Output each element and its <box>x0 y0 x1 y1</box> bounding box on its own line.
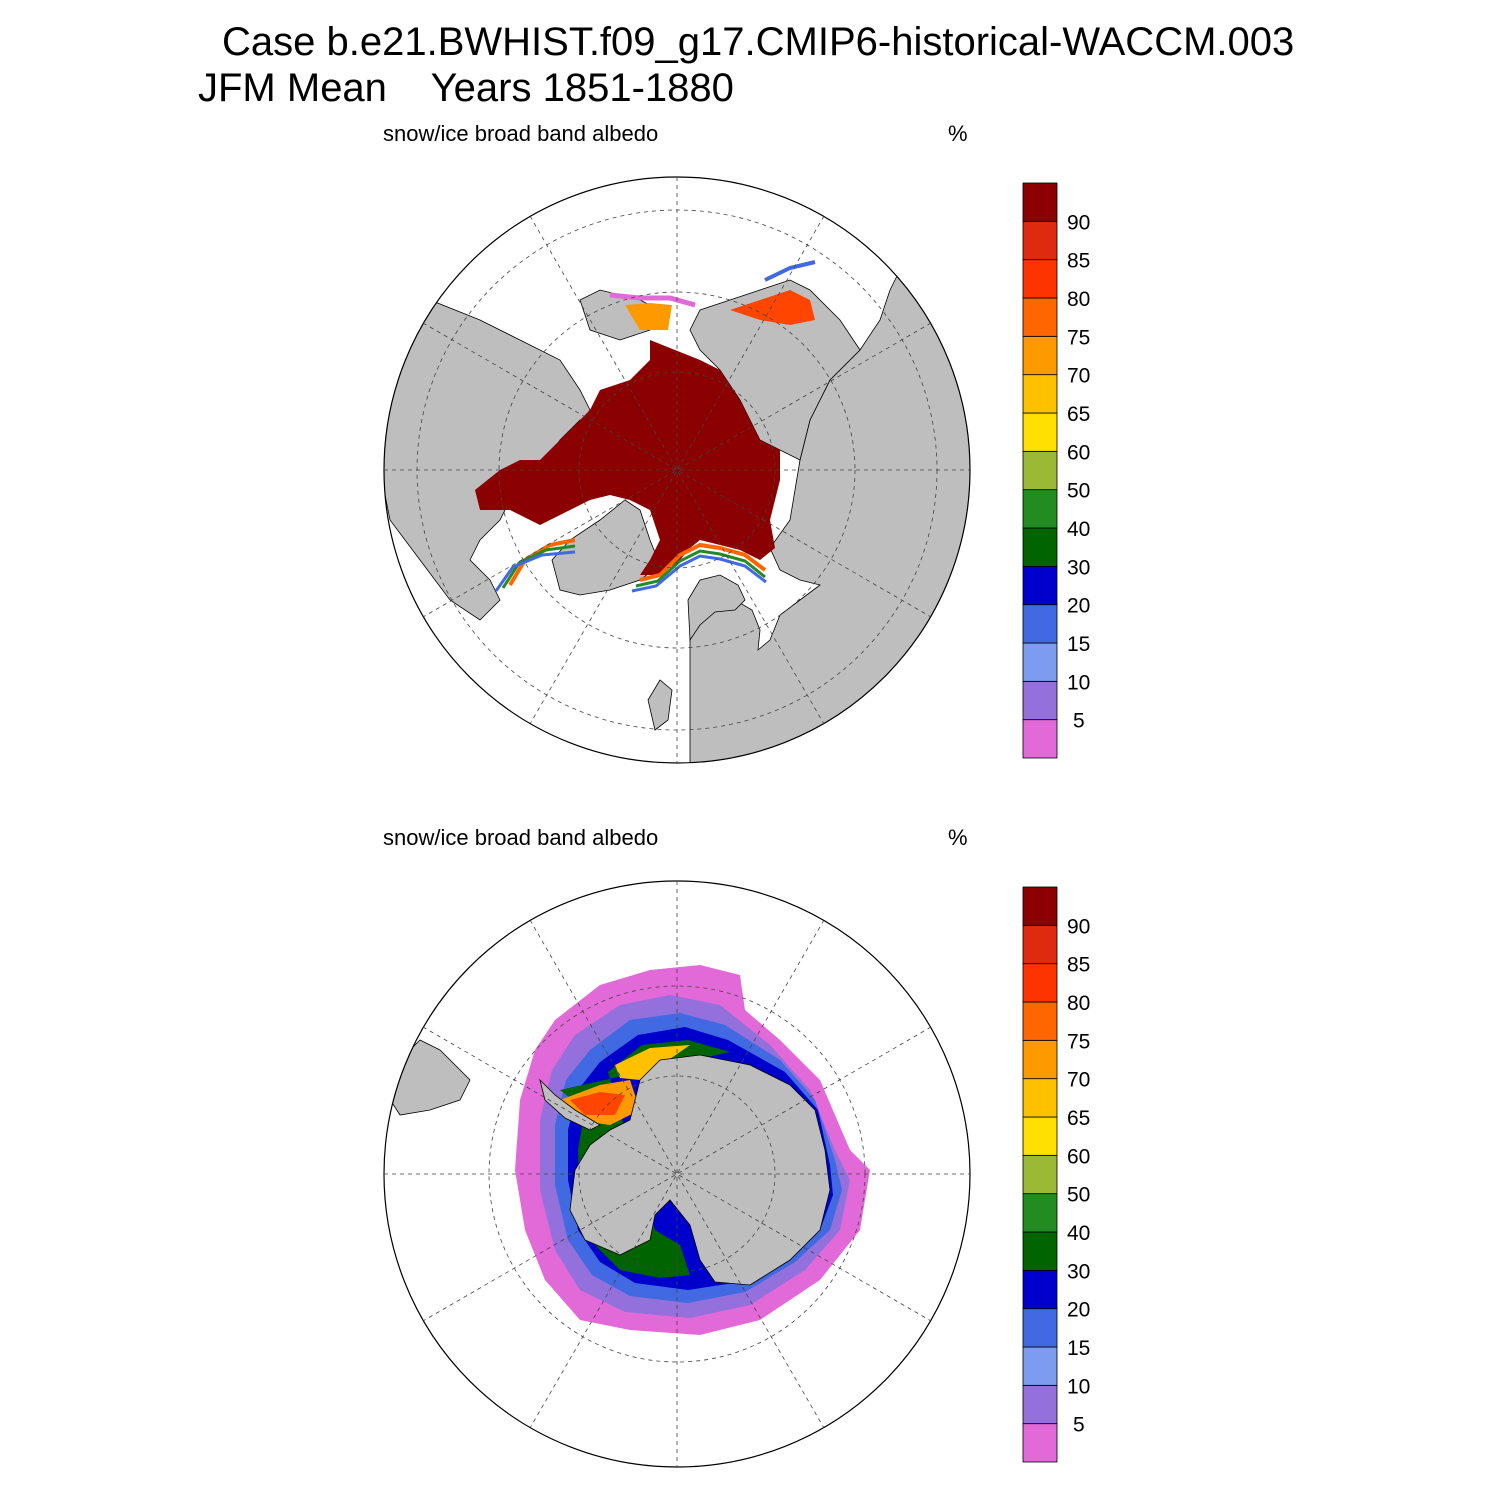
north-ice-edge-labrador-2 <box>501 544 576 589</box>
north-colorbar-swatch <box>1022 182 1058 222</box>
north-land-britain <box>647 679 673 731</box>
figure-title-case: Case b.e21.BWHIST.f09_g17.CMIP6-historic… <box>222 20 1295 64</box>
south-colorbar-swatch <box>1022 1001 1058 1041</box>
north-graticule <box>384 177 970 763</box>
north-colorbar-swatch <box>1022 642 1058 682</box>
south-colorbar-tick-label: 60 <box>1067 1145 1090 1168</box>
north-ice-edge-labrador-3 <box>494 550 576 592</box>
north-colorbar-tick-label: 10 <box>1067 671 1090 694</box>
south-units-label: % <box>948 825 968 850</box>
north-colorbar-tick-label: 5 <box>1073 710 1085 733</box>
south-colorbar-tick-label: 40 <box>1067 1222 1090 1245</box>
north-colorbar-swatch <box>1022 719 1058 759</box>
south-colorbar-swatch <box>1022 1423 1058 1463</box>
north-colorbar-swatch <box>1022 335 1058 376</box>
south-colorbar-swatch <box>1022 1116 1058 1156</box>
north-land-north-america <box>384 299 591 621</box>
north-colorbar-tick-label: 70 <box>1067 365 1090 388</box>
north-colorbar-tick-label: 65 <box>1067 403 1090 426</box>
north-ice-edge-atlantic <box>639 542 767 582</box>
south-colorbar-tick-label: 75 <box>1067 1030 1090 1053</box>
south-land-antarctica <box>569 1054 831 1286</box>
north-ice-chukchi-edge <box>609 292 696 308</box>
north-colorbar-swatch <box>1022 297 1058 337</box>
north-colorbar-swatch <box>1022 489 1058 529</box>
north-colorbar-tick-label: 60 <box>1067 441 1090 464</box>
north-colorbar-swatch <box>1022 412 1058 452</box>
south-colorbar-tick-label: 65 <box>1067 1107 1090 1130</box>
south-colorbar-swatch <box>1022 1269 1058 1310</box>
south-polar-map <box>383 880 971 1468</box>
south-graticule <box>384 881 970 1467</box>
north-colorbar-tick-label: 85 <box>1067 250 1090 273</box>
south-colorbar-tick-label: 85 <box>1067 954 1090 977</box>
south-colorbar-swatch <box>1022 924 1058 965</box>
south-colorbar-swatch <box>1022 1346 1058 1386</box>
south-colorbar-swatch <box>1022 963 1058 1003</box>
south-colorbar-swatch <box>1022 1078 1058 1118</box>
south-colorbar-swatch <box>1022 1384 1058 1425</box>
north-colorbar-tick-label: 15 <box>1067 633 1090 656</box>
south-colorbar-swatch <box>1022 1308 1058 1348</box>
north-field-label: snow/ice broad band albedo <box>383 121 659 146</box>
south-colorbar-swatch <box>1022 1193 1058 1233</box>
north-ice-edge-atlantic-2 <box>635 549 766 588</box>
north-colorbar-tick-label: 75 <box>1067 326 1090 349</box>
south-ice-band-65 <box>615 1045 690 1080</box>
north-colorbar-tick-label: 40 <box>1067 518 1090 541</box>
north-colorbar-tick-label: 90 <box>1067 211 1090 234</box>
north-colorbar-swatch <box>1022 680 1058 721</box>
south-colorbar-tick-label: 20 <box>1067 1299 1090 1322</box>
figure-title-period: JFM Mean Years 1851-1880 <box>198 66 734 110</box>
north-colorbar-swatch <box>1022 565 1058 606</box>
south-colorbar-tick-label: 70 <box>1067 1069 1090 1092</box>
south-colorbar-tick-label: 30 <box>1067 1260 1090 1283</box>
south-field-label: snow/ice broad band albedo <box>383 825 659 850</box>
north-colorbar-tick-label: 30 <box>1067 556 1090 579</box>
south-colorbar-tick-label: 15 <box>1067 1337 1090 1360</box>
north-colorbar-swatch <box>1022 374 1058 414</box>
north-colorbar: 5 10 15 20 30 40 50 60 65 70 75 80 85 90 <box>1022 182 1090 759</box>
north-ice-chukchi <box>625 303 672 330</box>
south-colorbar-tick-label: 5 <box>1073 1414 1085 1437</box>
south-colorbar-swatch <box>1022 1231 1058 1271</box>
south-ice-weddell-hot <box>570 1092 625 1115</box>
north-colorbar-swatch <box>1022 220 1058 261</box>
north-colorbar-tick-label: 20 <box>1067 595 1090 618</box>
south-colorbar-tick-label: 10 <box>1067 1375 1090 1398</box>
north-units-label: % <box>948 121 968 146</box>
north-colorbar-swatch <box>1022 450 1058 491</box>
south-colorbar-tick-label: 50 <box>1067 1184 1090 1207</box>
south-colorbar-tick-label: 90 <box>1067 915 1090 938</box>
north-land-siberia <box>689 279 861 461</box>
north-colorbar-tick-label: 80 <box>1067 288 1090 311</box>
south-colorbar-tick-label: 80 <box>1067 992 1090 1015</box>
south-colorbar: 5 10 15 20 30 40 50 60 65 70 75 80 85 90 <box>1022 886 1090 1463</box>
south-colorbar-swatch <box>1022 1154 1058 1195</box>
north-colorbar-swatch <box>1022 527 1058 567</box>
north-polar-map <box>383 176 971 764</box>
north-land-scandinavia <box>687 574 746 642</box>
north-colorbar-tick-label: 50 <box>1067 480 1090 503</box>
south-colorbar-swatch <box>1022 886 1058 926</box>
north-ice-bering <box>730 290 815 325</box>
north-colorbar-swatch <box>1022 259 1058 299</box>
north-ice-okhotsk <box>764 260 816 282</box>
north-ice-edge-atlantic-3 <box>631 554 767 593</box>
south-land-peninsula <box>539 1078 601 1131</box>
south-colorbar-swatch <box>1022 1039 1058 1080</box>
north-colorbar-swatch <box>1022 604 1058 644</box>
